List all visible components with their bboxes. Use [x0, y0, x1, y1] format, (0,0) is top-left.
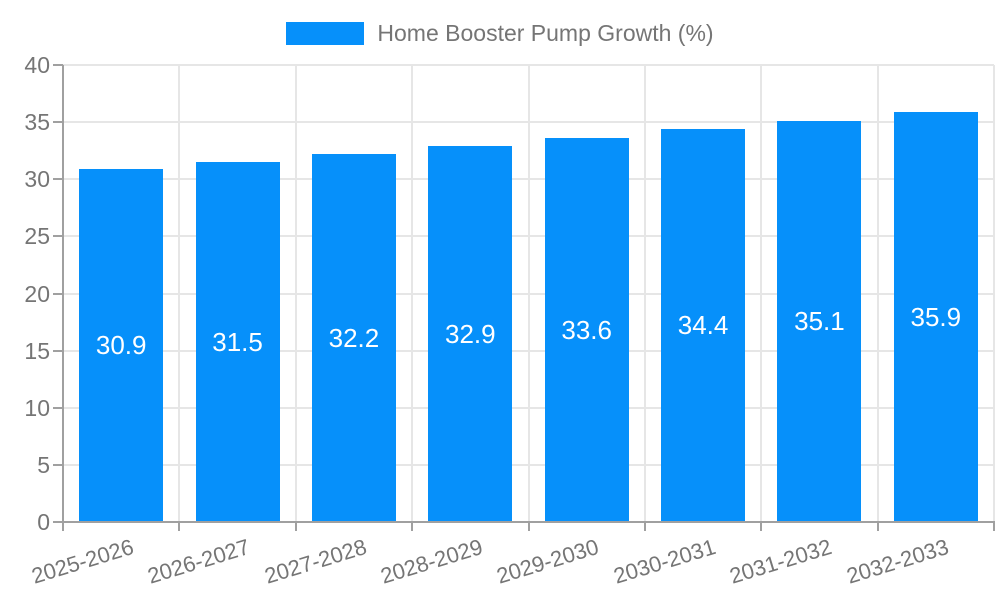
bar-value-label: 31.5: [212, 327, 263, 358]
bar[interactable]: [311, 154, 396, 522]
bar-value-label: 32.9: [445, 319, 496, 350]
x-tick: [527, 522, 530, 531]
y-tick: [53, 178, 63, 181]
x-tick-label: 2025-2026: [28, 534, 137, 589]
bar[interactable]: [661, 128, 746, 522]
x-tick-label: 2028-2029: [377, 534, 486, 589]
y-tick-label: 0: [37, 509, 50, 535]
legend-item[interactable]: Home Booster Pump Growth (%): [286, 20, 714, 47]
x-tick: [411, 522, 414, 531]
x-tick-label: 2029-2030: [494, 534, 602, 589]
y-tick: [53, 121, 63, 124]
legend-swatch: [286, 22, 365, 45]
x-tick: [876, 522, 879, 531]
x-tick-label: 2032-2033: [843, 534, 952, 589]
y-tick-label: 40: [24, 52, 50, 78]
y-tick-label: 20: [24, 280, 50, 307]
x-gridline: [993, 65, 995, 522]
x-tick-label: 2026-2027: [144, 534, 253, 589]
bar[interactable]: [428, 146, 513, 522]
legend-label: Home Booster Pump Growth (%): [377, 20, 714, 46]
x-tick: [643, 522, 646, 531]
bar[interactable]: [544, 138, 629, 522]
x-gridline: [527, 65, 530, 522]
x-gridline: [643, 65, 646, 522]
x-tick-label: 2027-2028: [261, 534, 370, 589]
y-tick: [53, 349, 63, 352]
y-tick-label: 10: [24, 394, 50, 421]
y-tick-label: 15: [24, 337, 50, 364]
y-tick-label: 5: [37, 451, 50, 478]
bar-value-label: 35.1: [794, 306, 845, 337]
bar-value-label: 33.6: [561, 315, 612, 346]
bar-value-label: 30.9: [95, 330, 147, 361]
bar[interactable]: [893, 111, 978, 522]
y-axis-line: [62, 65, 64, 531]
x-tick-label: 2030-2031: [610, 534, 719, 589]
y-tick: [53, 64, 63, 66]
x-tick: [294, 522, 297, 531]
x-tick: [178, 522, 181, 531]
bar-value-label: 32.2: [328, 323, 380, 354]
x-gridline: [411, 65, 414, 522]
x-gridline: [760, 65, 763, 522]
bar[interactable]: [195, 162, 280, 522]
y-tick-label: 35: [24, 109, 50, 136]
y-tick: [53, 406, 63, 409]
bar[interactable]: [777, 120, 862, 522]
x-tick: [993, 522, 995, 531]
x-tick-label: 2031-2032: [726, 534, 835, 589]
y-tick: [53, 292, 63, 295]
legend: Home Booster Pump Growth (%): [0, 20, 1000, 47]
x-tick: [760, 522, 763, 531]
x-gridline: [294, 65, 297, 522]
bar-value-label: 35.9: [910, 301, 962, 332]
x-tick: [62, 522, 64, 531]
x-gridline: [178, 65, 181, 522]
y-tick: [53, 235, 63, 238]
y-tick-label: 25: [24, 223, 50, 250]
bar-value-label: 34.4: [677, 310, 729, 341]
y-tick: [53, 463, 63, 466]
x-gridline: [876, 65, 879, 522]
bar[interactable]: [79, 168, 164, 522]
y-tick-label: 30: [24, 166, 50, 193]
y-tick: [53, 521, 63, 523]
